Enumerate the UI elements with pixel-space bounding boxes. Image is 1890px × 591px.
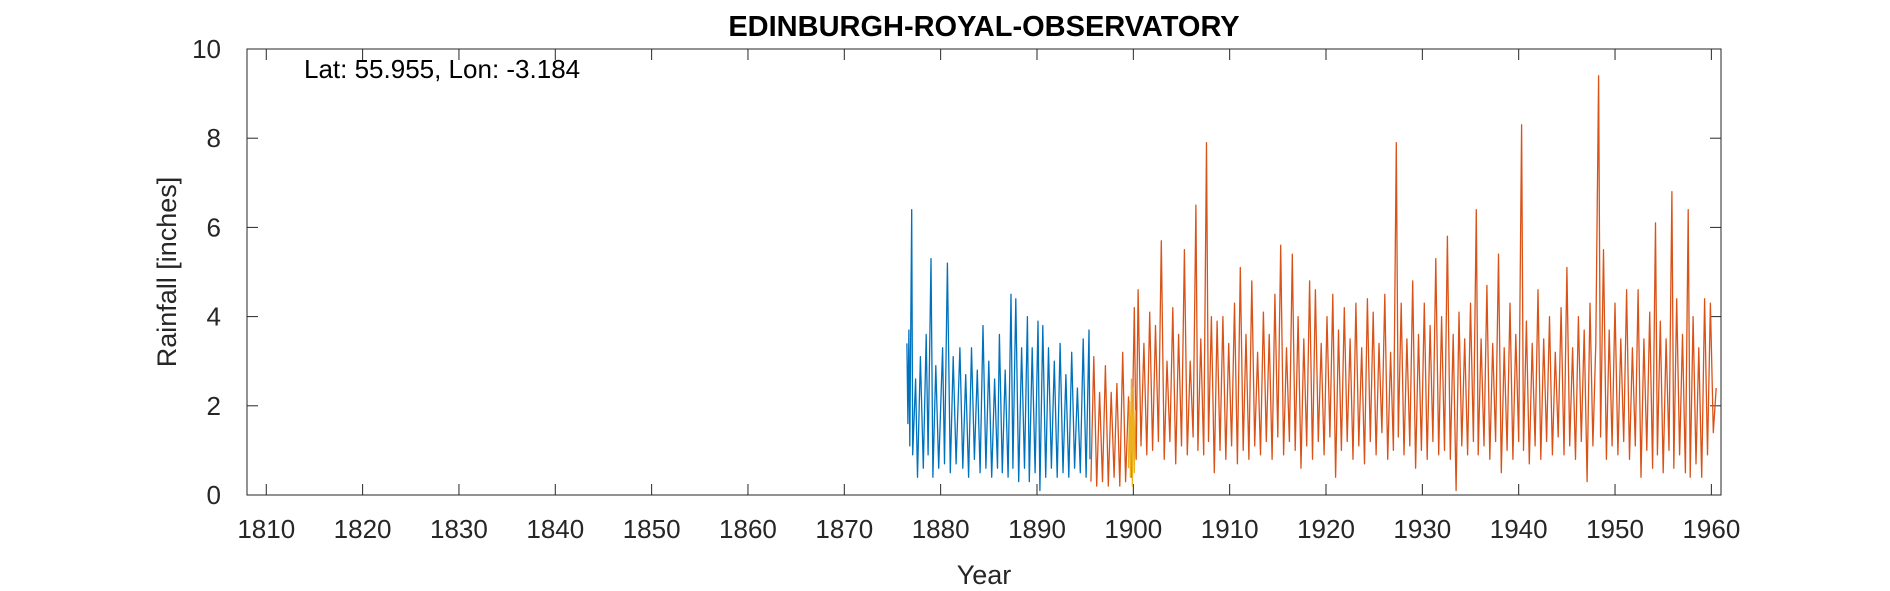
- x-tick-label: 1880: [912, 514, 970, 544]
- y-tick-label: 8: [207, 123, 221, 153]
- x-tick-label: 1950: [1586, 514, 1644, 544]
- x-tick-label: 1890: [1008, 514, 1066, 544]
- x-tick-label: 1930: [1393, 514, 1451, 544]
- y-tick-label: 4: [207, 302, 221, 332]
- x-tick-label: 1860: [719, 514, 777, 544]
- y-tick-label: 2: [207, 391, 221, 421]
- x-tick-label: 1850: [623, 514, 681, 544]
- y-axis-label: Rainfall [inches]: [152, 177, 182, 368]
- chart-title: EDINBURGH-ROYAL-OBSERVATORY: [728, 11, 1239, 43]
- series-line-3: [1127, 378, 1136, 487]
- y-tick-label: 0: [207, 480, 221, 510]
- x-axis-label: Year: [957, 560, 1012, 590]
- location-annotation: Lat: 55.955, Lon: -3.184: [304, 54, 580, 84]
- x-tick-label: 1810: [237, 514, 295, 544]
- x-tick-label: 1900: [1104, 514, 1162, 544]
- x-tick-label: 1910: [1201, 514, 1259, 544]
- x-tick-label: 1840: [526, 514, 584, 544]
- x-tick-label: 1820: [334, 514, 392, 544]
- y-tick-label: 10: [192, 34, 221, 64]
- axis-ticks: 1810 1820 1830 1840 1850 1860 1870 1880 1890 1900…: [192, 34, 1740, 544]
- y-tick-label: 6: [207, 212, 221, 242]
- x-tick-label: 1940: [1490, 514, 1548, 544]
- x-tick-label: 1920: [1297, 514, 1355, 544]
- x-tick-label: 1870: [815, 514, 873, 544]
- series-line-2: [1090, 75, 1717, 492]
- series-line-1: [906, 208, 1091, 492]
- x-tick-label: 1830: [430, 514, 488, 544]
- series-lines: [906, 75, 1717, 492]
- plot-area-frame: [246, 48, 1722, 496]
- x-tick-label: 1960: [1682, 514, 1740, 544]
